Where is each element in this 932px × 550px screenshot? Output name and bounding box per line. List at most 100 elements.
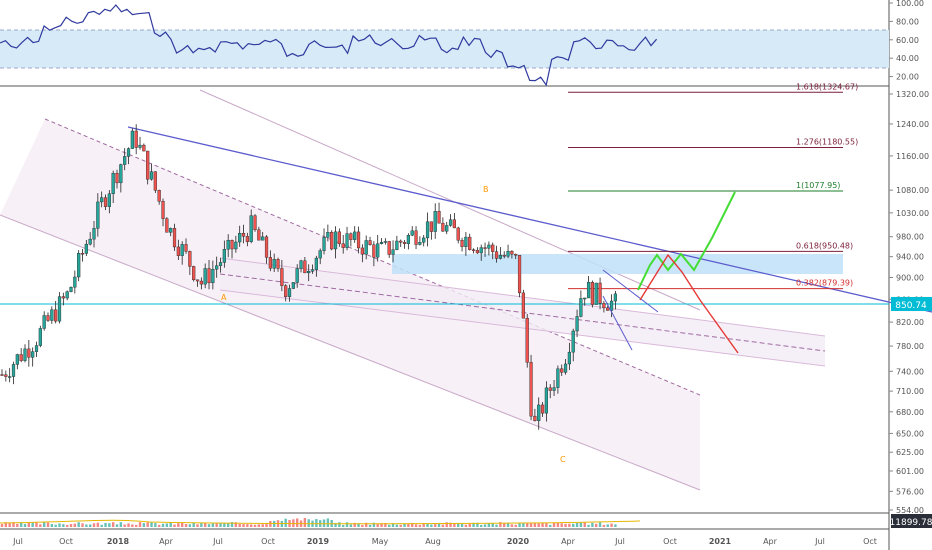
candle-body [571,330,575,353]
price-tick-label: 680.00 [896,408,924,417]
candle-body [73,276,77,288]
volume-bar [560,523,563,527]
candle-body [153,171,157,191]
candle-body [249,215,253,242]
volume-bar [54,524,57,527]
volume-bar [575,522,579,527]
volume-bar [610,523,613,527]
volume-bar [238,523,241,527]
descending-trendline [127,126,932,313]
candlestick-series [0,124,617,430]
volume-bar [142,523,146,527]
candle-body [464,236,468,247]
volume-bar [583,522,586,527]
volume-bar [8,523,11,527]
volume-bar [215,523,218,527]
volume-bar [138,522,142,527]
volume-bar [476,522,479,527]
price-tick-label: 820.00 [896,318,924,327]
volume-bar [92,523,96,527]
candle-body [544,387,548,414]
volume-bar [39,524,42,527]
candle-body [475,250,479,254]
volume-bar [545,523,548,527]
time-tick-label: Jul [814,537,825,546]
volume-bar [230,522,234,527]
candle-body [533,415,537,421]
fibonacci-levels: 1.618(1324.67) 1.276(1180.55) 1(1077.95) 0.… [568,82,858,290]
candle-body [387,241,391,255]
candle-body [100,197,104,203]
candle-body [560,368,564,373]
volume-bar [196,524,199,527]
candle-body [483,247,487,249]
volume-bar [284,518,287,527]
volume-bar [342,524,345,527]
candle-body [494,251,499,259]
candle-body [609,300,614,311]
volume-bar [549,524,552,527]
candle-body [276,259,280,269]
candle-body [218,262,223,266]
candle-body [157,190,161,202]
candle-body [146,150,150,180]
candle-body [556,368,560,388]
candle-body [448,219,453,226]
candle-body [203,268,207,285]
candle-body [111,172,115,194]
volume-bar [88,524,92,527]
volume-bar [127,523,130,527]
volume-bar [161,523,165,527]
time-tick-label: Apr [159,537,174,546]
volume-bar [234,522,238,527]
candle-body [188,251,192,267]
candle-body [57,296,62,322]
time-tick-label: Jul [614,537,625,546]
candle-body [307,271,311,274]
candle-body [540,404,545,414]
candle-body [487,244,491,249]
candle-body [253,215,257,231]
candle-body [583,297,587,300]
volume-bar [372,522,376,527]
candle-body [391,249,395,255]
rsi-tick-label: 80.00 [896,17,919,26]
volume-bar [595,523,598,527]
candle-body [19,354,23,361]
volume-bar [614,524,617,527]
candle-body [468,236,472,250]
volume-bar [242,524,245,527]
volume-bar [541,522,544,527]
time-tick-label: Apr [763,537,778,546]
candle-body [257,229,261,241]
candle-body [169,228,173,233]
fib-level-label: 0.618(950.48) [796,241,853,250]
volume-bar [173,524,176,527]
volume-bar [100,524,103,527]
candle-body [410,230,414,236]
price-tick-label: 1160.00 [896,152,929,161]
volume-bar [422,524,425,527]
volume-bar [495,524,498,527]
hchannel-lower [219,289,826,367]
price-axis: 1320.00 1240.00 1160.00 1080.00 1030.00 980.0… [889,90,929,515]
candle-body [318,250,322,259]
volume-bar [65,524,69,527]
candle-body [245,236,249,242]
candle-body [0,374,4,376]
volume-bar [380,523,383,527]
candle-body [333,231,338,250]
volume-bar [579,522,583,527]
time-tick-label: Oct [663,537,677,546]
volume-bar [407,523,410,527]
candle-body [575,316,579,332]
candle-body [498,255,502,259]
candle-body [61,296,65,299]
volume-bar [42,522,46,527]
volume-bar [35,522,38,527]
candle-body [360,247,364,255]
volume-bar [568,523,571,527]
price-tick-label: 601.00 [896,467,924,476]
rsi-band [0,30,889,68]
candle-body [322,237,326,251]
